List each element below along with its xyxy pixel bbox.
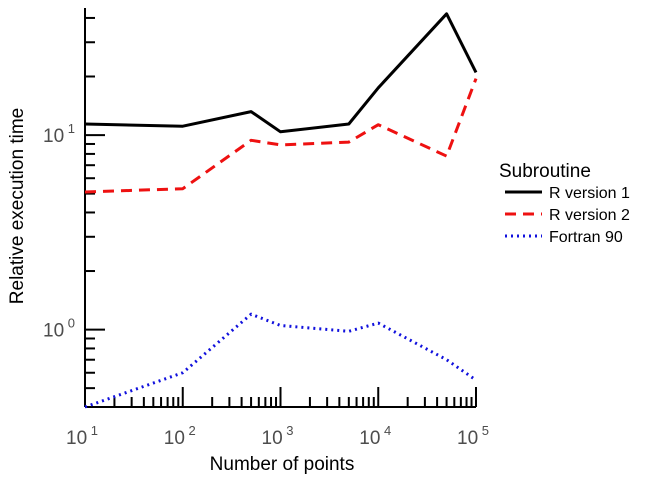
x-tick-label: 10 5 [457, 423, 489, 449]
series-lines [84, 12, 478, 409]
x-tick-label: 10 2 [164, 423, 196, 449]
series-line-fortran-90 [84, 312, 477, 409]
legend-title: Subroutine [499, 161, 591, 182]
legend: Subroutine R version 1 R version 2 Fortran… [499, 161, 630, 246]
series-line-r-version-1 [84, 12, 478, 134]
legend-entry: R version 1 [549, 185, 630, 202]
y-tick-label: 10 0 [43, 316, 75, 342]
legend-entry: R version 2 [549, 207, 630, 224]
axes: 10 1 10 2 10 3 10 4 10 5 10 0 10 1 [43, 8, 489, 449]
x-tick-label: 10 4 [359, 423, 391, 449]
y-axis-label: Relative execution time [7, 108, 28, 304]
y-tick-label: 10 1 [43, 121, 75, 147]
series-line-r-version-2 [84, 78, 478, 194]
x-axis-label: Number of points [210, 454, 355, 475]
x-tick-label: 10 1 [66, 423, 98, 449]
legend-entry: Fortran 90 [549, 229, 623, 246]
x-tick-label: 10 3 [262, 423, 294, 449]
